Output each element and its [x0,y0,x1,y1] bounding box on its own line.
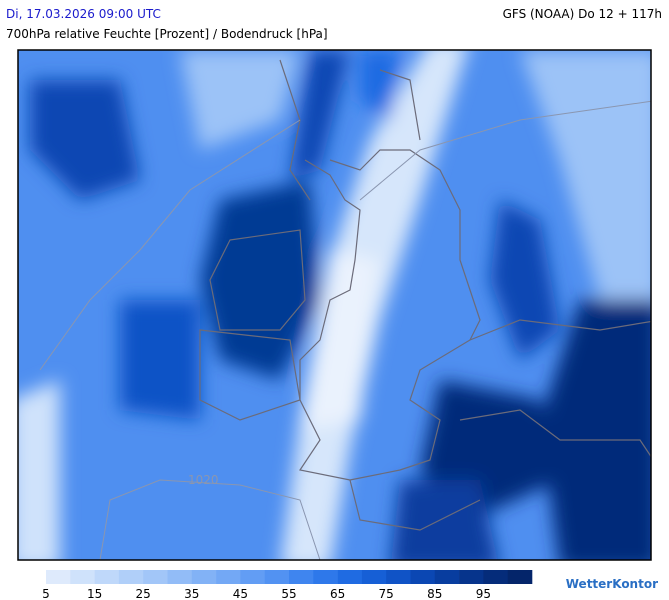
subtitle: 700hPa relative Feuchte [Prozent] / Bode… [6,27,328,41]
model-run: GFS (NOAA) Do 12 + 117h [503,7,662,21]
colorbar-tick-label: 35 [184,587,199,600]
colorbar-tick-label: 95 [476,587,491,600]
colorbar-swatch [434,570,460,584]
colorbar-tick-label: 75 [379,587,394,600]
colorbar-swatch [289,570,314,584]
colorbar-swatch [459,570,484,584]
colorbar-swatch [240,570,265,584]
colorbar-swatch [143,570,168,584]
colorbar-tick-label: 25 [136,587,151,600]
colorbar-tick-label: 65 [330,587,345,600]
colorbar-swatch [361,570,387,584]
colorbar-swatch [70,570,95,584]
colorbar-swatch [46,570,71,584]
colorbar-swatch [386,570,411,584]
colorbar-swatch [191,570,217,584]
colorbar-swatch [94,570,120,584]
brand: WetterKontor [566,577,658,591]
colorbar-swatch [118,570,144,584]
colorbar-swatch [216,570,241,584]
colorbar-swatch [507,570,533,584]
colorbar-swatch [337,570,363,584]
colorbar-tick-label: 15 [87,587,102,600]
colorbar-swatch [410,570,436,584]
colorbar-swatch [264,570,290,584]
isobars [39,100,651,560]
isobar-label: 1020 [188,473,219,487]
valid-time: Di, 17.03.2026 09:00 UTC [6,7,161,21]
colorbar-swatch [167,570,193,584]
map-frame [17,49,652,561]
colorbar-tick-label: 5 [42,587,50,600]
colorbar-swatch [483,570,508,584]
humidity-field: 1020 [18,50,651,560]
colorbar-swatch [313,570,338,584]
colorbar: 5 15 25 35 45 55 65 75 85 95 [42,570,533,600]
colorbar-tick-label: 45 [233,587,248,600]
colorbar-tick-label: 85 [427,587,442,600]
borders [199,59,651,531]
colorbar-tick-label: 55 [281,587,296,600]
